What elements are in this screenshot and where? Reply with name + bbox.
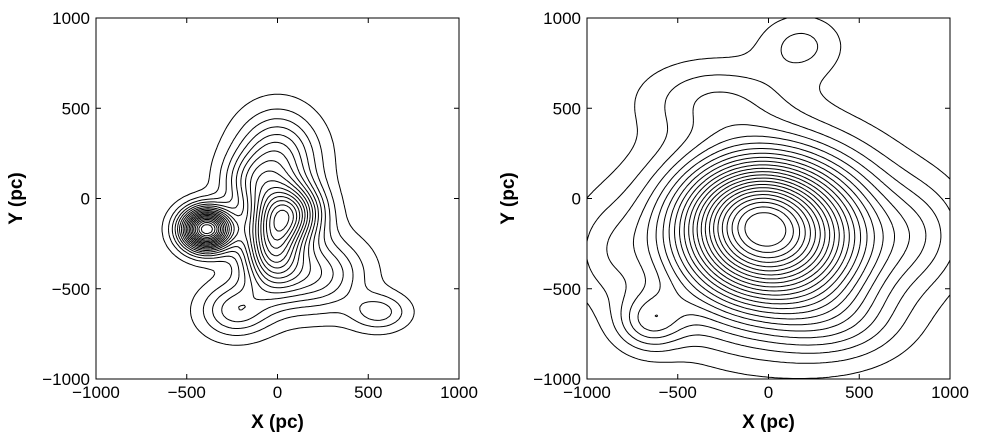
contour-level-5 [177,134,334,311]
contour-set [586,17,951,379]
y-tick-label: −1000 [533,370,581,389]
contour-level-24 [744,212,787,247]
contour-level-3 [171,118,392,329]
x-tick-label: 0 [764,383,773,402]
x-tick-label: −1000 [72,383,120,402]
x-tick-label: −500 [659,383,697,402]
x-tick-label: 0 [273,383,282,402]
x-tick-label: 500 [845,383,873,402]
tick-labels: −1000 −500 0 500 1000 −1000 −500 0 500 1000 [42,9,478,402]
contour-level-17 [196,220,218,238]
contour-level-12 [188,191,303,263]
axis-ticks [586,17,951,380]
contour-set [161,93,415,346]
x-tick-label: 1000 [440,383,478,402]
contour-level-19 [200,224,213,235]
contour-level-18 [198,222,216,237]
y-tick-label: 500 [62,99,90,118]
contour-level-5 [637,135,910,339]
y-tick-label: 0 [572,190,581,209]
contour-level-6 [179,141,322,294]
panel-left: −1000 −500 0 500 1000 −1000 −500 0 500 1000 X (pc… [6,9,478,433]
contour-level-9 [184,170,311,279]
plot-frame [95,17,460,380]
x-tick-label: 500 [354,383,382,402]
x-axis-label: X (pc) [742,412,795,433]
contour-level-1 [586,17,951,379]
contour-level-16 [194,209,290,240]
contour-level-8 [668,152,875,320]
y-tick-label: −500 [543,280,581,299]
contour-level-10 [185,180,309,274]
contour-level-11 [187,187,306,269]
contour-level-20 [721,194,811,268]
contour-level-12 [688,167,850,300]
contour-level-7 [180,150,316,289]
contour-level-2 [168,108,403,336]
contour-level-16 [704,180,831,284]
contour-level-14 [696,174,840,292]
y-tick-label: 500 [553,99,581,118]
contour-level-15 [193,204,294,241]
contour-level-13 [692,171,845,296]
contour-level-7 [662,148,884,326]
axis-ticks [95,17,460,380]
panel-right: −1000 −500 0 500 1000 −1000 −500 0 500 1000 X (pc… [498,9,969,433]
contour-level-11 [683,164,856,305]
contour-level-9 [674,156,868,315]
contour-level-22 [731,201,801,259]
contour-level-6 [654,142,895,332]
y-tick-label: 1000 [543,9,581,28]
contour-level-8 [182,160,314,284]
contour-level-1 [161,93,415,346]
y-tick-label: 1000 [52,9,90,28]
tick-labels: −1000 −500 0 500 1000 −1000 −500 0 500 1000 [533,9,969,402]
y-tick-label: 0 [81,190,90,209]
contour-level-2 [586,32,951,364]
y-tick-label: −500 [52,280,90,299]
y-tick-label: −1000 [42,370,90,389]
contour-level-10 [679,160,862,310]
contour-level-15 [700,177,835,288]
contour-level-4 [174,126,344,323]
contour-level-17 [708,184,826,280]
x-tick-label: 1000 [931,383,969,402]
contour-level-14 [191,200,298,249]
contour-level-23 [737,206,794,253]
contour-level-18 [713,187,821,276]
contour-level-4 [628,124,927,346]
contour-level-3 [606,91,942,354]
x-tick-label: −1000 [563,383,611,402]
contour-level-21 [726,197,806,263]
contour-level-13 [190,196,301,257]
x-tick-label: −500 [168,383,206,402]
y-axis-label: Y (pc) [6,172,27,224]
x-axis-label: X (pc) [251,412,304,433]
y-axis-label: Y (pc) [498,172,519,224]
contour-level-19 [717,190,816,272]
